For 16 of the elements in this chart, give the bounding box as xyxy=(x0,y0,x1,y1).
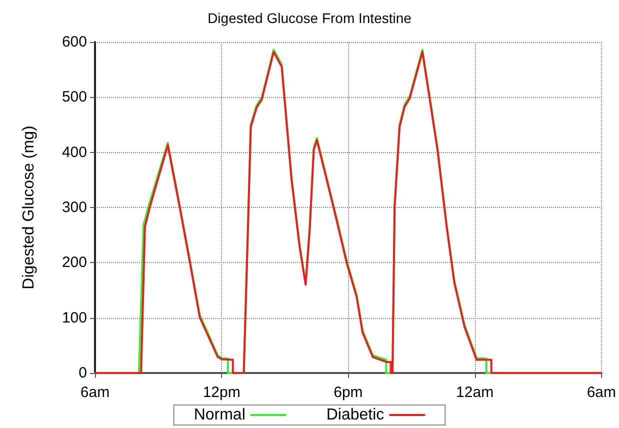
x-tick-label: 6am xyxy=(80,384,110,401)
y-tick-label: 0 xyxy=(78,364,87,382)
x-tick-label: 12pm xyxy=(202,384,240,401)
y-tick-label: 500 xyxy=(62,88,87,106)
legend-label: Diabetic xyxy=(326,406,384,424)
y-tick-label: 100 xyxy=(62,309,87,326)
y-tick-label: 200 xyxy=(62,254,87,272)
x-tick-label: 6pm xyxy=(334,384,363,401)
x-tick-label: 6am xyxy=(586,384,616,401)
chart-title: Digested Glucose From Intestine xyxy=(208,10,412,26)
legend-label: Normal xyxy=(194,406,246,424)
y-tick-label: 300 xyxy=(62,199,87,216)
y-tick-label: 400 xyxy=(62,144,87,161)
y-tick-label: 600 xyxy=(62,34,87,50)
y-axis-title: Digested Glucose (mg) xyxy=(20,126,38,290)
x-tick-label: 12am xyxy=(456,384,494,401)
